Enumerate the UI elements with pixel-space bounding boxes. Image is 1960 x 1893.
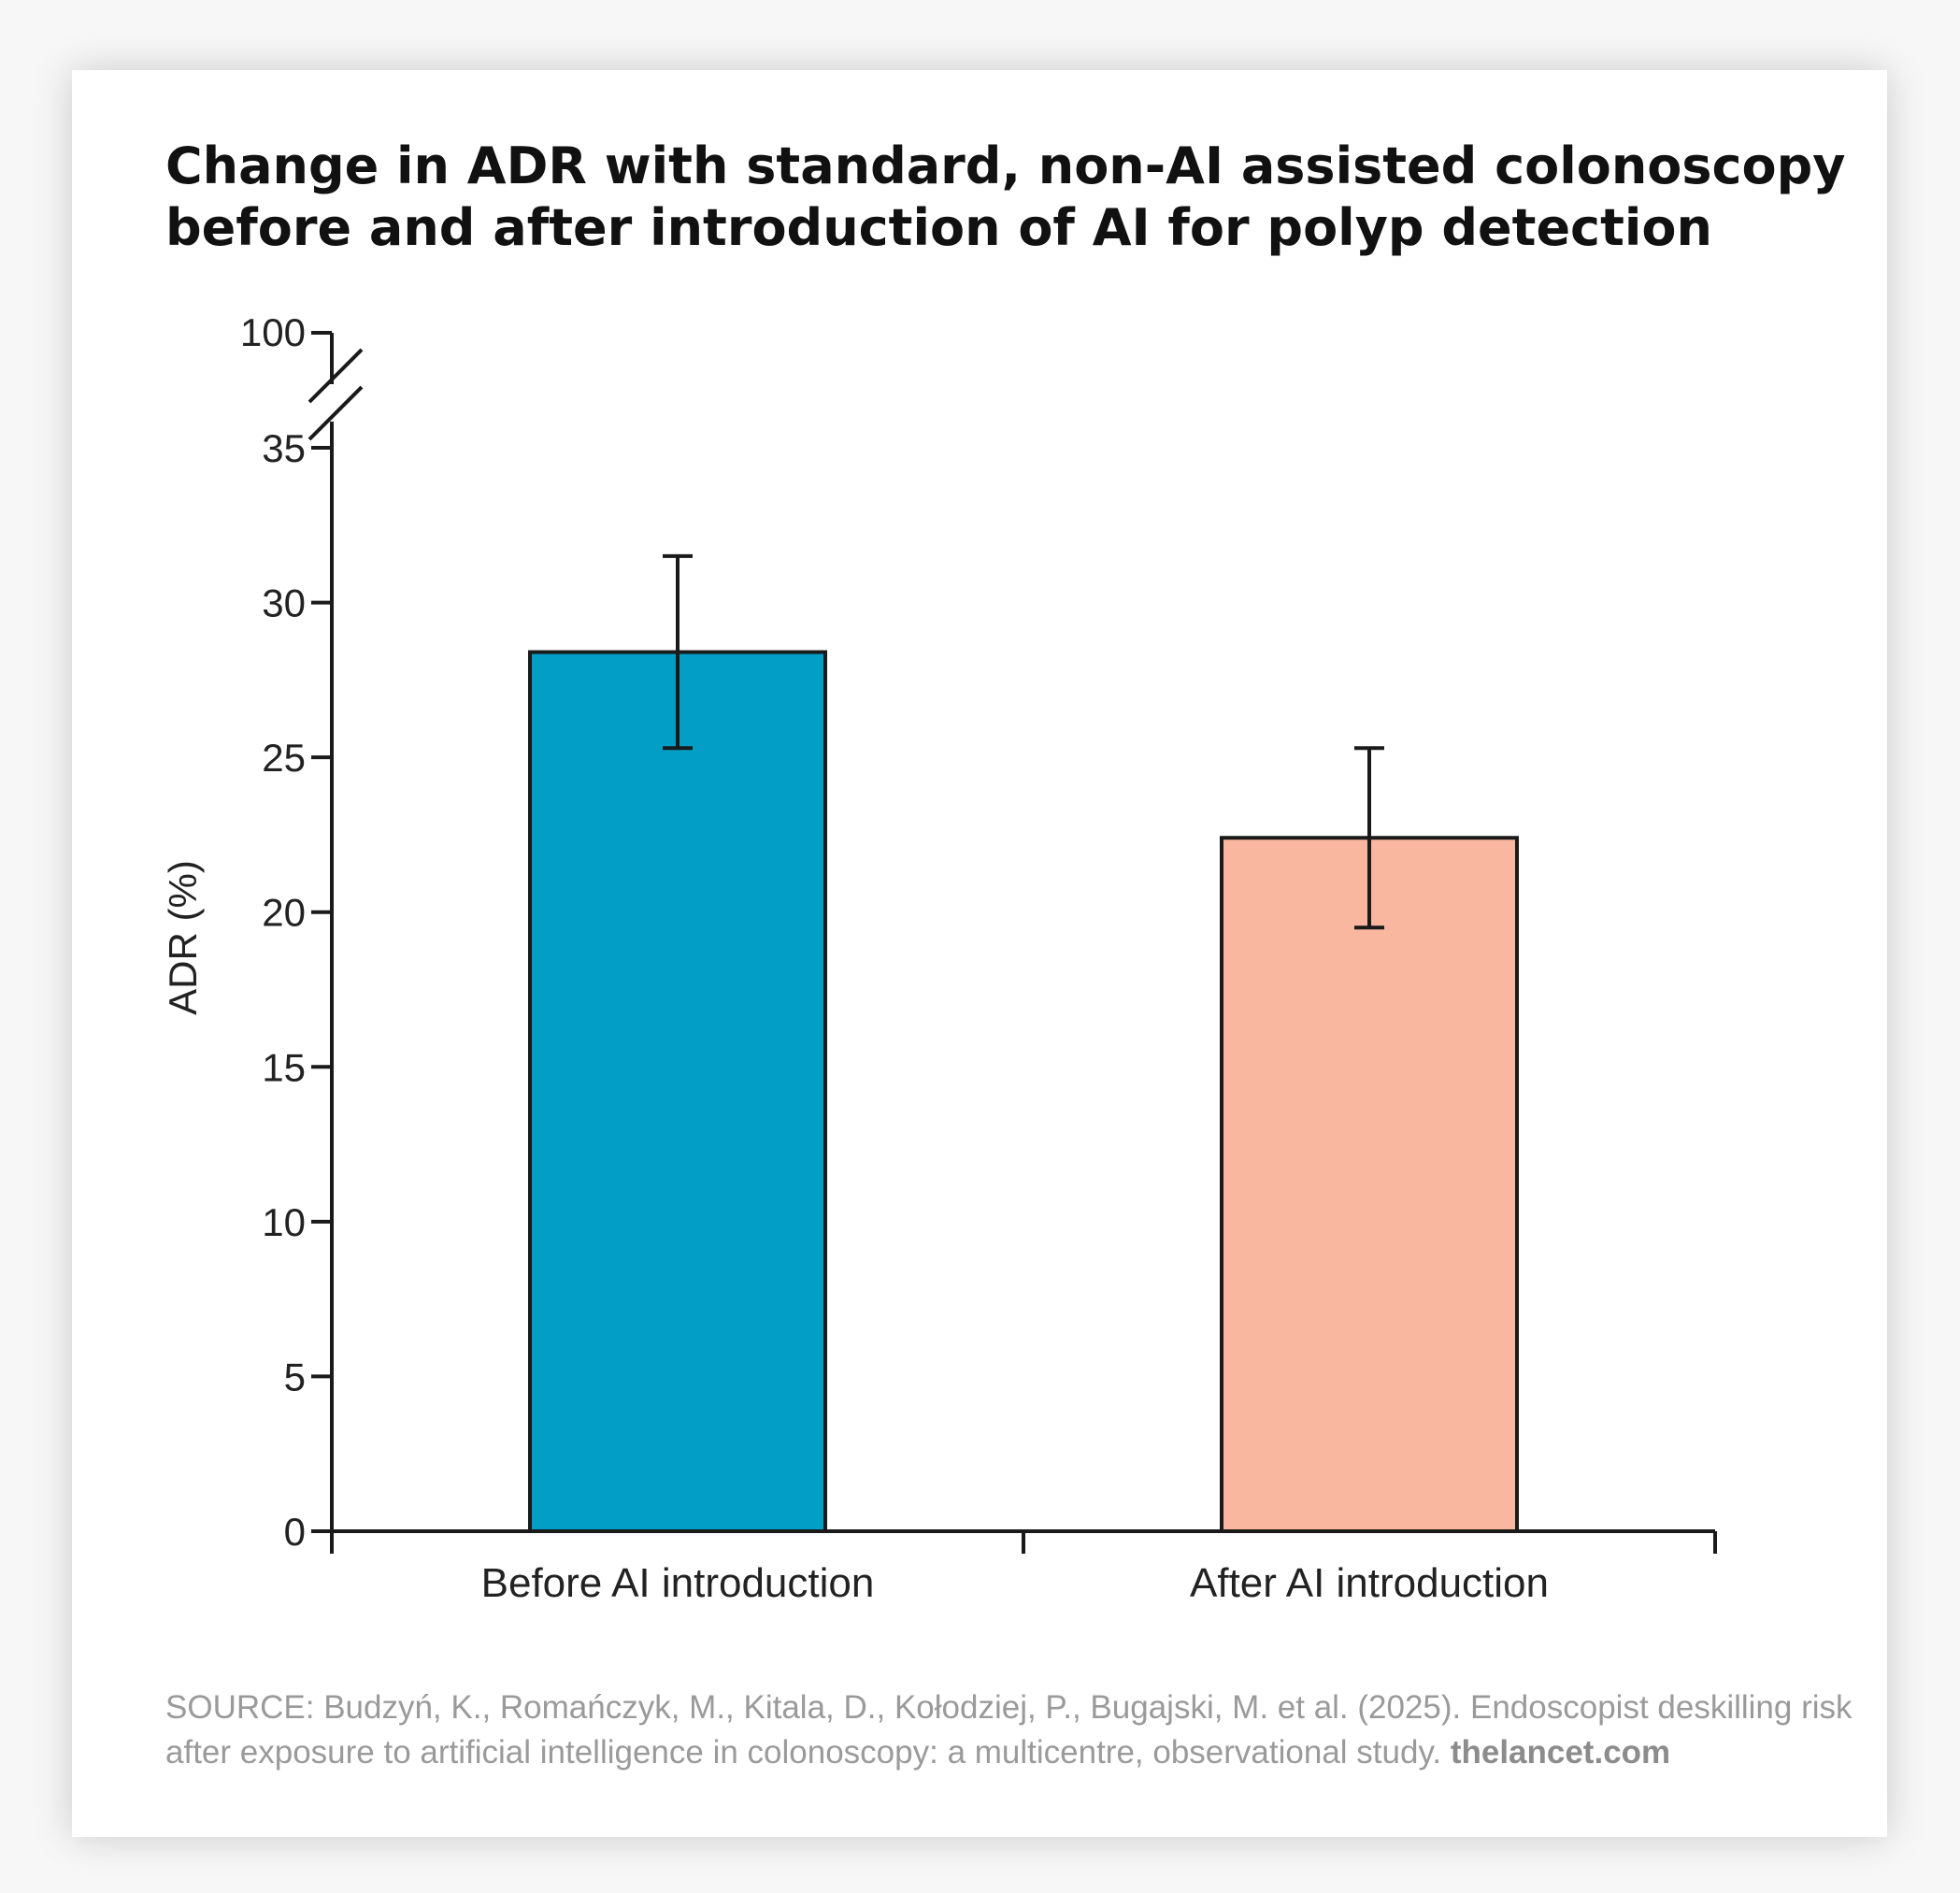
- bar: [528, 650, 827, 1533]
- y-tick-label: 25: [262, 736, 306, 780]
- y-tick-label: 0: [284, 1510, 306, 1554]
- source-citation-text: after exposure to artificial intelligenc…: [165, 1734, 1442, 1771]
- x-tick-label: Before AI introduction: [481, 1560, 875, 1606]
- y-tick-label: 30: [262, 581, 306, 625]
- y-tick-label: 10: [262, 1200, 306, 1244]
- y-tick-label: 5: [284, 1355, 306, 1398]
- source-line-1: SOURCE: Budzyń, K., Romańczyk, M., Kital…: [165, 1689, 1853, 1726]
- x-tick-label: After AI introduction: [1190, 1560, 1549, 1606]
- chart-card: Change in ADR with standard, non-AI assi…: [72, 70, 1887, 1837]
- chart-title: Change in ADR with standard, non-AI assi…: [165, 136, 1848, 259]
- y-tick-label: 15: [262, 1045, 306, 1089]
- source-line-2: after exposure to artificial intelligenc…: [165, 1730, 1848, 1775]
- axis-break-mark-lower: [308, 385, 364, 441]
- source-note: SOURCE: Budzyń, K., Romańczyk, M., Kital…: [165, 1685, 1853, 1775]
- y-tick-label: 20: [262, 891, 306, 935]
- bar-chart: 100 0 5 10 15 20 25 30 35 ADR (%) Before AI introd…: [161, 310, 1717, 1606]
- y-tick-label-break-top: 100: [240, 310, 306, 354]
- source-brand: thelancet.com: [1450, 1734, 1671, 1771]
- bar: [1220, 836, 1519, 1533]
- y-tick-label: 35: [262, 426, 306, 470]
- y-axis-label: ADR (%): [161, 860, 205, 1015]
- chart-title-line-1: Change in ADR with standard, non-AI assi…: [165, 136, 1846, 195]
- axis-break-mark-upper: [308, 348, 364, 404]
- chart-title-line-2: before and after introduction of AI for …: [165, 198, 1712, 257]
